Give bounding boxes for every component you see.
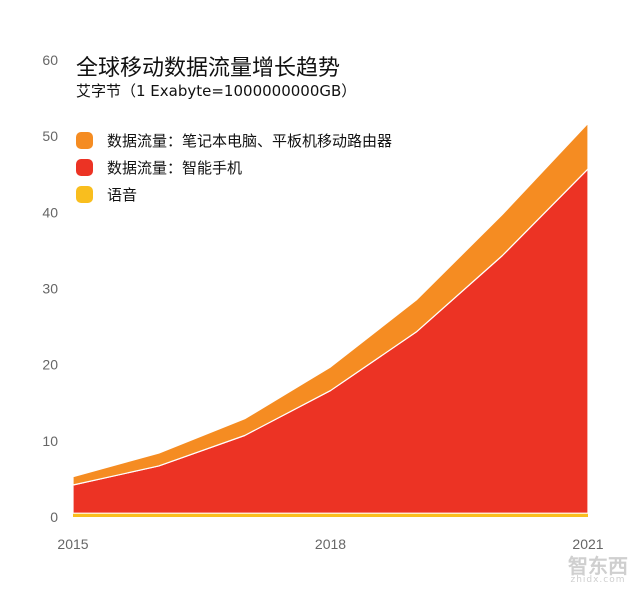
x-tick-label: 2018 (315, 536, 346, 552)
y-tick-label: 60 (42, 52, 58, 68)
legend-label: 数据流量：智能手机 (107, 159, 243, 177)
y-tick-label: 30 (42, 281, 58, 297)
legend-label: 数据流量：笔记本电脑、平板机移动路由器 (107, 132, 393, 150)
legend-swatch (76, 186, 93, 203)
watermark-logo: 智东西 zhidx.com (568, 554, 628, 585)
chart-title: 全球移动数据流量增长趋势 (76, 56, 341, 81)
legend-item-laptop: 数据流量：笔记本电脑、平板机移动路由器 (76, 127, 392, 154)
legend-item-smartphone: 数据流量：智能手机 (76, 154, 392, 181)
legend-swatch (76, 132, 93, 149)
area-series-2 (72, 122, 589, 486)
legend-label: 语音 (107, 186, 138, 204)
legend-swatch (76, 159, 93, 176)
legend-item-voice: 语音 (76, 181, 392, 208)
area-series-0 (73, 513, 588, 517)
x-tick-label: 2015 (57, 536, 88, 552)
y-tick-label: 0 (50, 509, 58, 525)
y-tick-label: 50 (42, 128, 58, 144)
y-tick-label: 20 (42, 357, 58, 373)
x-tick-label: 2021 (572, 536, 603, 552)
legend: 数据流量：笔记本电脑、平板机移动路由器 数据流量：智能手机 语音 (76, 127, 392, 208)
y-tick-label: 40 (42, 204, 58, 220)
y-tick-label: 10 (42, 433, 58, 449)
chart-subtitle: 艾字节（1 Exabyte=1000000000GB） (76, 82, 357, 100)
